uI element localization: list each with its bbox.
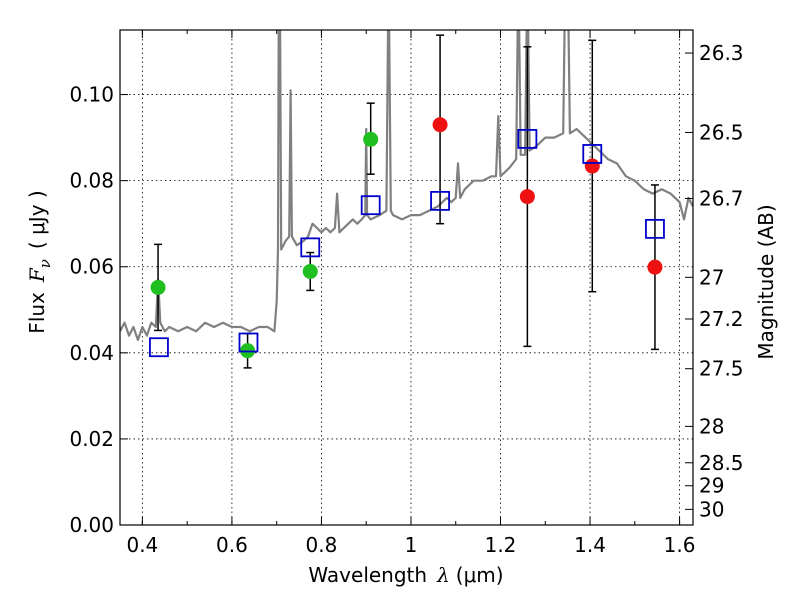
red-data-point: [519, 189, 535, 205]
x-axis-label: Wavelength λ (μm): [308, 563, 503, 587]
model-square-marker: [582, 144, 603, 164]
mag-tick-label: 29: [699, 474, 724, 498]
green-data-point: [302, 263, 318, 279]
x-tick-label: 0.6: [216, 533, 248, 557]
model-spectrum-line: [120, 30, 693, 341]
model-square-marker: [430, 190, 450, 211]
axis-layer: 0.4 0.6 0.8 1 1.2 1.4 1.6 0.00 0.02 0.04 0.06 0.08 0…: [69, 30, 744, 557]
x-tick-label: 1.4: [574, 533, 606, 557]
y-axis-label: Flux Fν ( μJy ): [25, 190, 54, 333]
y-axis-label-unit: ( μJy ): [25, 190, 49, 249]
x-tick-label: 1: [405, 533, 418, 557]
x-axis-label-unit: (μm): [456, 563, 504, 587]
y-tick-label: 0.04: [69, 341, 114, 365]
y-tick-label: 0.06: [69, 255, 114, 279]
mag-tick-label: 28.5: [699, 451, 744, 475]
x-tick-label: 1.6: [664, 533, 696, 557]
mag-tick-label: 27.2: [699, 307, 744, 331]
red-data-point: [584, 158, 600, 174]
mag-tick-label: 27: [699, 265, 724, 289]
mag-tick-label: 27.5: [699, 357, 744, 381]
mag-tick-label: 28: [699, 414, 724, 438]
y-tick-label: 0.00: [69, 513, 114, 537]
x-tick-label: 0.8: [306, 533, 338, 557]
spectrum-layer: [120, 30, 693, 341]
red-data-point: [647, 259, 663, 275]
mag-tick-label: 26.3: [699, 41, 744, 65]
x-tick-label: 0.4: [126, 533, 158, 557]
model-square-marker: [645, 218, 665, 239]
mag-tick-label: 26.5: [699, 120, 744, 144]
model-square-marker: [300, 237, 321, 258]
model-square-marker: [149, 337, 169, 358]
y-tick-label: 0.02: [69, 427, 114, 451]
mag-tick-label: 26.7: [699, 186, 744, 210]
model-square-marker: [360, 195, 381, 216]
red-data-point: [432, 117, 448, 133]
model-square-marker: [238, 332, 259, 353]
x-axis-label-symbol: λ: [436, 563, 450, 587]
model-square-marker: [517, 128, 538, 149]
y-axis-label-symbol: F: [25, 267, 49, 283]
y-tick-label: 0.10: [69, 83, 114, 107]
x-axis-label-prefix: Wavelength: [308, 563, 427, 587]
marker-layer: [149, 34, 665, 369]
mag-tick-label: 30: [699, 497, 724, 521]
x-tick-label: 1.2: [485, 533, 517, 557]
y-tick-label: 0.08: [69, 169, 114, 193]
y-axis-label-prefix: Flux: [25, 292, 49, 334]
green-data-point: [363, 131, 379, 147]
green-data-point: [150, 279, 166, 295]
y-axis-label-subscript: ν: [36, 259, 54, 268]
grid: [120, 30, 693, 526]
y2-axis-label: Magnitude (AB): [754, 204, 778, 359]
